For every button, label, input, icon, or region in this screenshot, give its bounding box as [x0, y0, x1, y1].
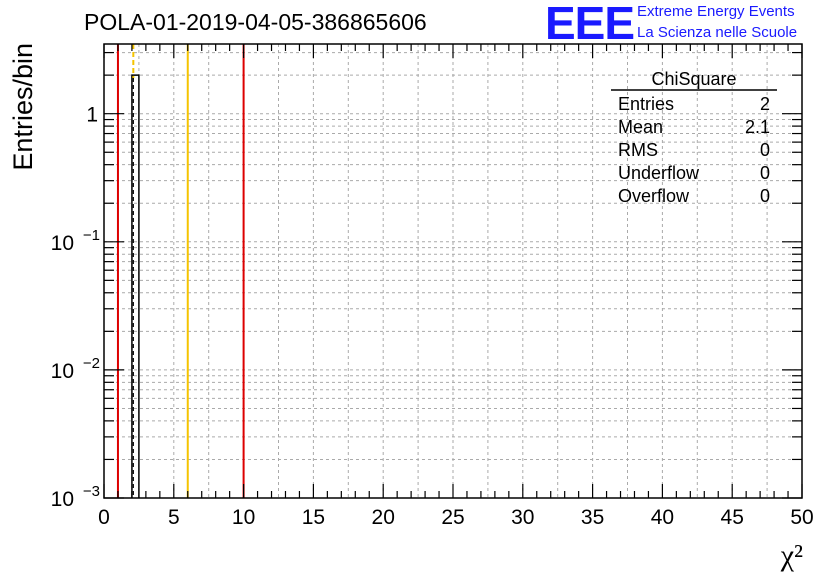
- x-tick-label: 30: [511, 506, 534, 529]
- x-tick-label: 25: [441, 506, 464, 529]
- x-tick-label: 20: [372, 506, 395, 529]
- stats-label: Overflow: [618, 186, 690, 206]
- x-tick-label: 45: [721, 506, 744, 529]
- stats-label: Entries: [618, 94, 674, 114]
- stats-title: ChiSquare: [651, 69, 736, 89]
- logo-tagline-1: Extreme Energy Events: [637, 3, 795, 20]
- axis-ticks: [103, 44, 803, 499]
- y-tick-label: 10: [51, 360, 74, 383]
- stats-value: 0: [760, 163, 770, 183]
- x-axis-label: χ²: [780, 539, 803, 572]
- chart-title: POLA-01-2019-04-05-386865606: [84, 9, 427, 35]
- y-tick-exponent: −2: [83, 355, 100, 372]
- reference-lines: [116, 44, 245, 498]
- x-tick-label: 50: [790, 506, 813, 529]
- y-tick-exponent: −1: [83, 227, 100, 244]
- y-tick-exponent: −3: [83, 483, 100, 500]
- grid: [104, 44, 802, 498]
- y-tick-label: 1: [86, 104, 98, 127]
- x-tick-label: 35: [581, 506, 604, 529]
- y-axis-label: Entries/bin: [8, 43, 38, 171]
- x-tick-label: 0: [98, 506, 110, 529]
- y-tick-label: 10: [51, 232, 74, 255]
- stats-label: Underflow: [618, 163, 700, 183]
- histogram-bin: [131, 74, 140, 498]
- x-tick-label: 40: [651, 506, 674, 529]
- stats-label: RMS: [618, 140, 658, 160]
- y-tick-labels: 1 10 −1 10 −2 10 −3: [51, 104, 100, 511]
- x-tick-label: 5: [168, 506, 180, 529]
- logo-tagline-2: La Scienza nelle Scuole: [637, 24, 798, 41]
- eee-logo: EEE: [545, 0, 635, 49]
- histogram-bars: [131, 74, 140, 498]
- stats-value: 0: [760, 140, 770, 160]
- stats-value: 2.1: [745, 117, 770, 137]
- x-tick-labels: 0 5 10 15 20 25 30 35 40 45 50: [98, 506, 814, 529]
- x-tick-label: 15: [302, 506, 325, 529]
- stats-box: ChiSquare Entries 2 Mean 2.1 RMS 0 Underflow 0 O…: [611, 69, 777, 206]
- stats-value: 0: [760, 186, 770, 206]
- x-tick-label: 10: [232, 506, 255, 529]
- y-tick-label: 10: [51, 488, 74, 511]
- stats-label: Mean: [618, 117, 663, 137]
- stats-value: 2: [760, 94, 770, 114]
